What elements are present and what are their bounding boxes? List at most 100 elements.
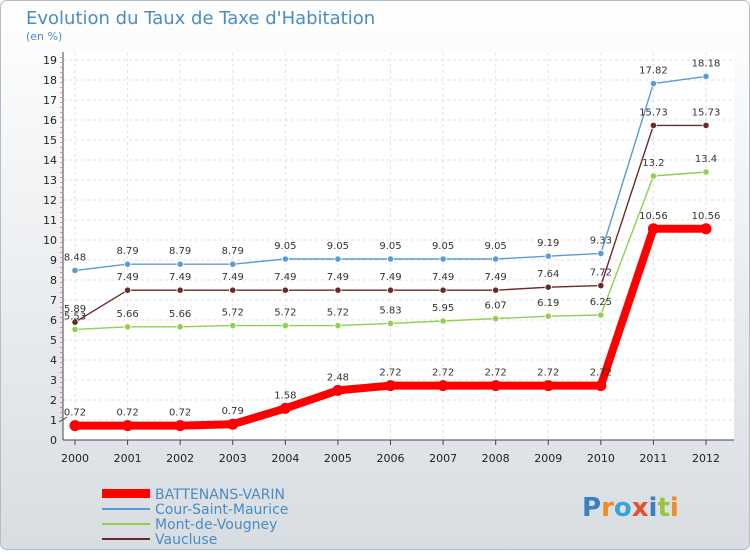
data-point	[122, 420, 134, 432]
data-label: 5.72	[222, 308, 244, 319]
legend-entry: BATTENANS-VARIN	[102, 487, 285, 503]
data-label: 7.49	[274, 272, 296, 283]
data-label: 2.72	[485, 368, 507, 379]
data-label: 2.72	[590, 368, 612, 379]
legend-entry: Mont-de-Vougney	[102, 517, 277, 533]
data-point	[334, 255, 342, 263]
x-tick-label: 2010	[587, 452, 615, 465]
data-label: 6.25	[590, 297, 612, 308]
data-label: 7.49	[116, 272, 138, 283]
data-label: 2.72	[379, 368, 401, 379]
data-point	[71, 266, 79, 274]
data-point	[597, 249, 605, 257]
logo-letter: P	[582, 493, 601, 523]
data-label: 7.49	[379, 272, 401, 283]
y-tick-label: 9	[50, 254, 57, 267]
logo-letter: x	[632, 493, 649, 523]
logo-letter: i	[670, 493, 679, 523]
data-label: 0.79	[222, 406, 244, 417]
data-point	[702, 72, 710, 81]
x-tick-label: 2007	[429, 452, 457, 465]
data-label: 7.49	[327, 272, 349, 283]
chart-subtitle: (en %)	[26, 30, 62, 43]
data-point	[649, 80, 658, 88]
data-point	[544, 312, 552, 320]
data-point	[71, 318, 79, 326]
proxiti-logo: Proxiti	[582, 493, 679, 523]
x-tick-label: 2002	[166, 452, 194, 465]
y-tick-label: 3	[50, 374, 57, 387]
chart-title: Evolution du Taux de Taxe d'Habitation	[26, 8, 375, 29]
data-point	[69, 420, 81, 432]
data-point	[176, 286, 184, 294]
series-cour-saint-maurice	[71, 72, 710, 274]
x-tick-label: 2009	[534, 452, 562, 465]
data-point	[229, 260, 237, 268]
y-axis-break	[58, 416, 68, 423]
data-label: 10.56	[639, 211, 668, 222]
data-label: 5.89	[64, 304, 86, 315]
x-tick-label: 2000	[61, 452, 89, 465]
data-point	[544, 283, 552, 291]
data-label: 7.72	[590, 268, 612, 279]
data-point	[334, 321, 342, 330]
data-label: 9.05	[432, 241, 454, 252]
y-tick-label: 1	[50, 414, 57, 427]
data-label: 9.05	[327, 241, 349, 252]
data-point	[490, 380, 502, 392]
legend-swatch	[102, 489, 150, 498]
data-point	[437, 380, 449, 392]
data-label: 5.66	[169, 309, 191, 320]
data-label: 0.72	[116, 408, 138, 419]
data-label: 9.05	[485, 241, 507, 252]
y-tick-label: 4	[50, 354, 57, 367]
data-point	[281, 255, 289, 263]
data-label: 13.4	[695, 154, 717, 165]
y-tick-label: 10	[43, 234, 57, 247]
data-point	[439, 286, 447, 294]
data-point	[647, 223, 659, 235]
data-point	[123, 286, 132, 294]
data-point	[386, 319, 395, 327]
data-label: 13.2	[642, 158, 664, 169]
data-label: 7.49	[485, 272, 507, 283]
x-tick-label: 2012	[692, 452, 720, 465]
data-point	[492, 255, 500, 263]
data-label: 5.72	[274, 308, 296, 319]
data-label: 2.72	[432, 368, 454, 379]
data-point	[279, 402, 291, 414]
y-tick-label: 16	[43, 114, 57, 127]
legend: BATTENANS-VARINCour-Saint-MauriceMont-de…	[102, 487, 288, 548]
data-label: 15.73	[639, 107, 668, 118]
legend-entry: Vaucluse	[102, 532, 217, 548]
data-point	[123, 323, 132, 331]
data-label: 5.83	[379, 305, 401, 316]
data-label: 6.19	[537, 298, 559, 309]
x-tick-label: 2003	[219, 452, 247, 465]
data-point	[597, 311, 605, 319]
data-point	[229, 321, 237, 330]
data-label: 18.18	[692, 58, 721, 69]
data-point	[492, 286, 500, 294]
y-tick-label: 11	[43, 214, 57, 227]
data-label: 9.05	[274, 241, 296, 252]
data-label: 15.73	[692, 107, 721, 118]
y-tick-label: 12	[43, 194, 57, 207]
data-label: 8.48	[64, 252, 86, 263]
data-label: 6.07	[485, 301, 507, 312]
data-point	[439, 255, 447, 263]
data-point	[386, 255, 395, 263]
y-tick-label: 17	[43, 94, 57, 107]
data-point	[332, 384, 344, 396]
data-point	[227, 418, 239, 430]
data-point	[544, 252, 552, 260]
data-point	[71, 325, 79, 333]
data-point	[385, 380, 396, 392]
data-label: 8.79	[116, 246, 138, 257]
data-label: 7.64	[537, 269, 559, 280]
legend-label: Vaucluse	[155, 532, 217, 548]
data-point	[542, 380, 554, 392]
